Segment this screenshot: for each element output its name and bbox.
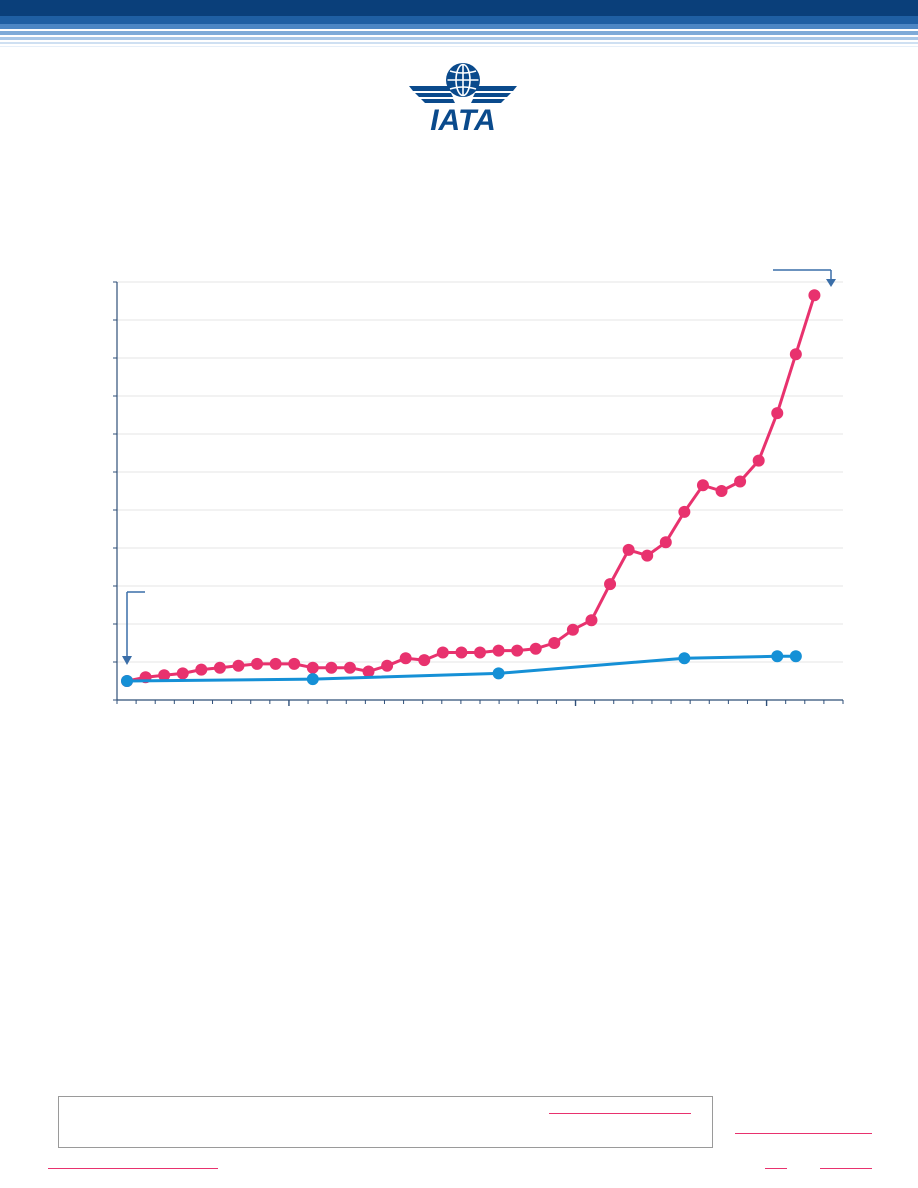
series-2-point <box>771 650 784 663</box>
series-1-point <box>232 659 245 672</box>
series-2-point <box>121 675 133 687</box>
series-1-point <box>436 646 449 659</box>
series-1-point <box>474 646 486 659</box>
header-banner <box>0 0 918 47</box>
series-1-point <box>306 661 319 674</box>
series-1-point <box>548 637 561 649</box>
series-1-point <box>696 479 709 492</box>
series-2-line <box>126 654 796 683</box>
series-1-point <box>659 536 672 549</box>
series-1-point <box>492 644 505 657</box>
series-1-point <box>251 657 264 670</box>
series-1-point <box>604 578 617 591</box>
series-1-point <box>622 543 635 556</box>
series-1-point <box>789 348 802 361</box>
line-chart <box>113 269 844 706</box>
series-1-point <box>771 407 784 420</box>
series-1-point <box>455 646 468 659</box>
series-1-point <box>715 485 728 497</box>
series-2-point <box>789 650 802 663</box>
series-1-point <box>158 669 171 682</box>
series <box>121 289 821 687</box>
series-2-point <box>306 673 319 686</box>
series-1-point <box>195 663 208 676</box>
series-1-point <box>362 665 375 678</box>
series-1-point <box>511 644 524 657</box>
footer-link-4[interactable] <box>765 1168 787 1169</box>
series-1-point <box>343 661 356 674</box>
series-1-point <box>176 667 189 680</box>
series-1-point <box>678 505 691 518</box>
series-1-point <box>213 661 226 674</box>
footer-link-2[interactable] <box>735 1133 872 1134</box>
series-1-point <box>585 614 598 627</box>
logo-text: IATA <box>430 104 496 137</box>
series-1-point <box>399 652 412 665</box>
iata-logo: IATA <box>405 58 521 138</box>
footer-link-3[interactable] <box>48 1168 218 1169</box>
series-1-point <box>734 475 747 488</box>
footer-link-1[interactable] <box>549 1113 691 1114</box>
callout-arrow-end <box>773 269 836 287</box>
gridlines <box>117 281 843 663</box>
series-1-point <box>566 623 579 636</box>
series-1-line <box>126 294 816 683</box>
series-1-point <box>381 659 394 672</box>
series-1-point <box>641 549 654 562</box>
axes <box>113 281 844 706</box>
series-1-point <box>288 657 301 670</box>
footer-link-5[interactable] <box>820 1168 872 1169</box>
footer-notice-box <box>58 1096 713 1148</box>
series-1-point <box>418 654 431 667</box>
series-2-point <box>492 667 505 680</box>
series-1-point <box>529 642 542 655</box>
callout-arrow-start <box>122 591 145 665</box>
series-1-point <box>752 454 765 467</box>
series-1-point <box>808 289 821 302</box>
series-2-point <box>678 652 691 665</box>
series-1-point <box>325 661 338 674</box>
series-1-point <box>269 657 282 670</box>
